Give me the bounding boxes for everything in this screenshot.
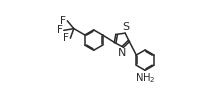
Text: F: F (60, 16, 66, 26)
Text: NH$_2$: NH$_2$ (135, 71, 155, 85)
Text: N: N (118, 48, 126, 58)
Text: F: F (57, 25, 63, 35)
Text: F: F (63, 33, 70, 43)
Text: S: S (122, 22, 129, 32)
